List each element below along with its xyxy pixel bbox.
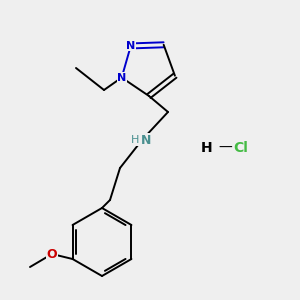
Text: N: N [141,134,151,146]
Text: —: — [218,141,232,155]
Text: Cl: Cl [234,141,248,155]
Text: H: H [201,141,213,155]
Text: H: H [131,135,139,145]
Text: N: N [126,41,135,51]
Text: N: N [117,73,126,82]
Text: O: O [47,248,57,260]
